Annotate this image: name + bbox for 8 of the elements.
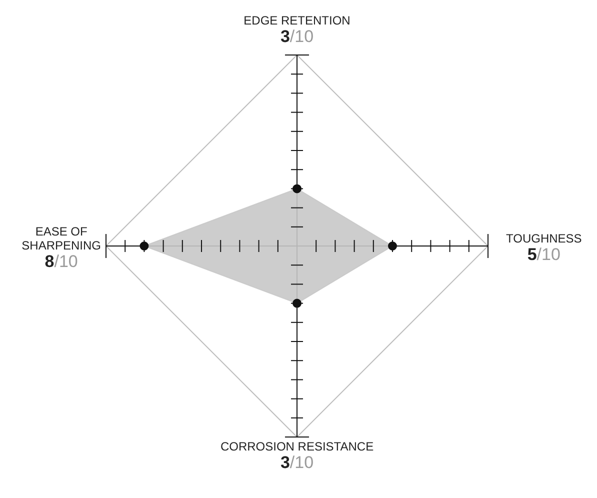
text: 8/10: [44, 252, 78, 272]
text: 3/10: [280, 453, 314, 472]
spoke-label: EASE OF SHARPENING: [22, 224, 102, 252]
spoke-label: EDGE RETENTION: [244, 13, 350, 28]
spoke-label: TOUGHNESS: [506, 231, 582, 246]
spoke-label: CORROSION RESISTANCE: [220, 439, 374, 454]
text: 3/10: [280, 27, 314, 46]
text: 5/10: [527, 245, 560, 264]
